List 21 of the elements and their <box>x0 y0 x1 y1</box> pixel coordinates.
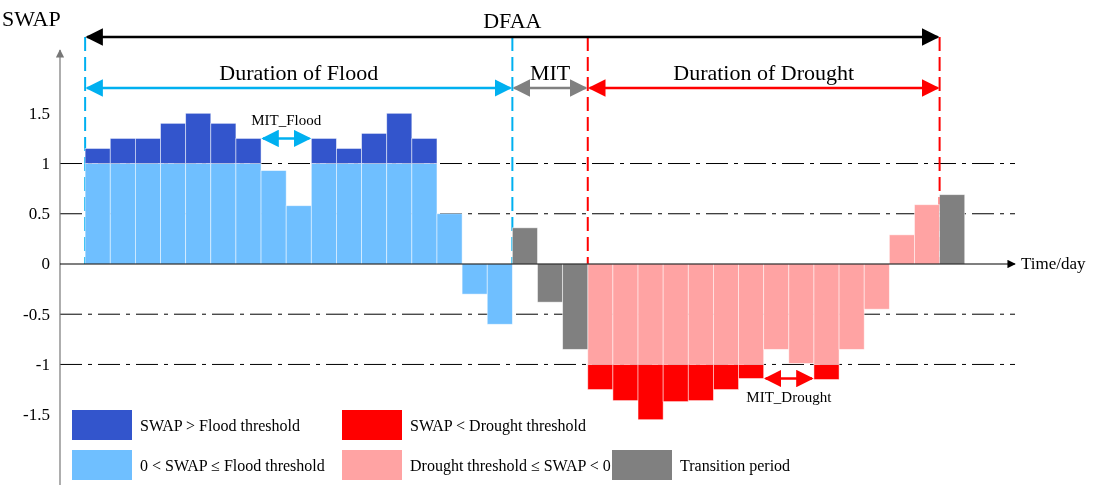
annotation: MIT_Flood <box>251 112 322 129</box>
legend-label: SWAP > Flood threshold <box>140 416 300 434</box>
legend-label: 0 < SWAP ≤ Flood threshold <box>140 456 325 474</box>
legend-label: SWAP < Drought threshold <box>410 416 586 435</box>
y-tick-label: -1.5 <box>23 405 50 425</box>
y-tick-label: -0.5 <box>23 304 50 324</box>
x-axis-title: Time/day <box>1021 254 1087 274</box>
annotation: MIT <box>529 59 571 85</box>
y-tick-label: 0 <box>41 254 50 274</box>
y-axis-title: SWAP <box>2 5 61 31</box>
annotation: Duration of Drought <box>673 59 855 85</box>
y-tick-label: 1.5 <box>28 103 50 123</box>
legend-label: Drought threshold ≤ SWAP < 0 <box>410 456 611 475</box>
y-tick-label: 0.5 <box>28 204 50 224</box>
text: DFAA <box>483 7 542 33</box>
legend-label: Transition period <box>680 456 791 475</box>
bar <box>511 227 538 265</box>
annotation: Duration of Flood <box>219 59 379 85</box>
y-tick-label: 1 <box>41 154 50 174</box>
y-tick-label: -1 <box>35 354 50 374</box>
annotation: MIT_Drought <box>746 388 833 405</box>
